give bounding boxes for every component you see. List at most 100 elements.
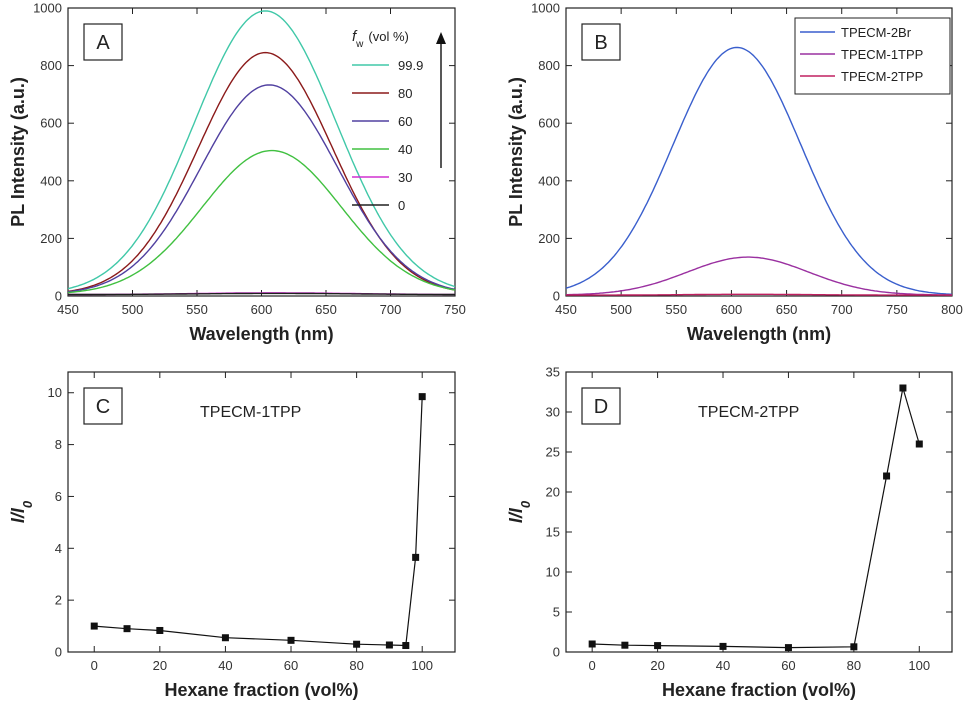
data-point (123, 625, 131, 633)
trend-arrow-head (436, 32, 446, 44)
legend-box (794, 17, 951, 95)
x-tick-label: 80 (349, 658, 363, 673)
legend-label: 0 (398, 198, 405, 213)
data-point (412, 553, 420, 561)
y-tick-label: 600 (538, 116, 560, 131)
sample-annotation: TPECM-2TPP (698, 404, 799, 421)
x-tick-label: 100 (908, 658, 930, 673)
x-tick-label: 40 (716, 658, 730, 673)
data-point (418, 393, 426, 401)
plot-frame (565, 371, 953, 653)
x-tick-label: 20 (650, 658, 664, 673)
y-axis-title: PL Intensity (a.u.) (8, 77, 28, 227)
x-tick-label: 750 (886, 302, 908, 317)
panel-d: 0 20 40 60 80 100 0 5 10 15 20 25 30 35 Hexane fractio… (506, 365, 953, 700)
x-tick-label: 100 (411, 658, 433, 673)
y-tick-label: 1000 (531, 1, 560, 16)
x-axis-title: Wavelength (nm) (687, 324, 831, 344)
x-tick-label: 700 (831, 302, 853, 317)
y-tick-label: 400 (40, 173, 62, 188)
y-axis-title: I/I0 (8, 500, 35, 523)
y-tick-label: 0 (55, 289, 62, 304)
y-tick-label: 200 (538, 231, 560, 246)
data-point (385, 641, 393, 649)
y-tick-label: 15 (546, 525, 560, 540)
data-point (402, 642, 410, 650)
plot-frame (565, 7, 953, 297)
data-point (621, 641, 629, 649)
panel-label: D (594, 396, 608, 418)
x-tick-label: 500 (610, 302, 632, 317)
y-tick-label: 20 (546, 485, 560, 500)
series-line-tpecm-1tpp (566, 256, 952, 296)
series-line-99-9 (67, 10, 456, 290)
series-line-tpecm-2br (565, 46, 953, 295)
legend-label: 30 (398, 170, 412, 185)
data-point (654, 642, 662, 650)
x-axis-title: Hexane fraction (vol%) (662, 680, 856, 700)
x-axis-title: Wavelength (nm) (189, 324, 333, 344)
x-tick-label: 60 (781, 658, 795, 673)
panel-label: B (594, 32, 607, 54)
y-tick-label: 6 (55, 489, 62, 504)
y-tick-label: 30 (546, 405, 560, 420)
data-point (588, 640, 596, 648)
x-tick-label: 0 (589, 658, 596, 673)
y-tick-label: 0 (553, 289, 560, 304)
y-tick-label: 2 (55, 593, 62, 608)
legend-label: 60 (398, 114, 412, 129)
y-tick-label: 1000 (33, 1, 62, 16)
series-line-tpecm-2tpp (566, 293, 952, 296)
y-tick-label: 200 (40, 231, 62, 246)
x-tick-label: 60 (284, 658, 298, 673)
legend-label: 80 (398, 86, 412, 101)
data-point (784, 644, 792, 652)
data-point (221, 634, 229, 642)
x-axis-title: Hexane fraction (vol%) (164, 680, 358, 700)
x-tick-label: 450 (555, 302, 577, 317)
data-point (850, 643, 858, 651)
y-tick-label: 800 (538, 58, 560, 73)
data-point (899, 384, 907, 392)
y-tick-label: 10 (48, 385, 62, 400)
data-point (287, 636, 295, 644)
x-tick-label: 80 (847, 658, 861, 673)
data-point (915, 440, 923, 448)
panel-label-box (83, 23, 123, 61)
x-tick-label: 40 (218, 658, 232, 673)
panel-label-box (581, 387, 621, 425)
data-point (90, 622, 98, 630)
x-tick-label: 500 (122, 302, 144, 317)
y-axis-title: PL Intensity (a.u.) (506, 77, 526, 227)
y-tick-label: 10 (546, 565, 560, 580)
y-tick-label: 0 (553, 645, 560, 660)
data-point (156, 626, 164, 634)
panel-a: 450 500 550 600 650 700 75002004006008001000Wa… (8, 1, 466, 345)
panel-label-box (581, 23, 621, 61)
x-tick-label: 550 (665, 302, 687, 317)
y-tick-label: 25 (546, 445, 560, 460)
x-tick-label: 750 (444, 302, 466, 317)
legend-label: 99.9 (398, 58, 423, 73)
y-tick-label: 600 (40, 116, 62, 131)
legend-label: TPECM-2Br (841, 25, 912, 40)
data-point (883, 472, 891, 480)
data-point (719, 642, 727, 650)
legend-label: TPECM-1TPP (841, 47, 923, 62)
data-line (592, 387, 920, 649)
panel-b: 450 500 550 600 650 700 750 800 0 200 400 600 800 100… (506, 1, 963, 345)
y-tick-label: 400 (538, 173, 560, 188)
sample-annotation: TPECM-1TPP (200, 404, 301, 421)
plot-frame (67, 371, 456, 653)
data-line (94, 396, 423, 647)
legend-label: 40 (398, 142, 412, 157)
y-tick-label: 0 (55, 645, 62, 660)
y-axis-title: I/I0 (506, 500, 533, 523)
x-tick-label: 700 (380, 302, 402, 317)
panel-c: 0 20 40 60 80 100 0 2 4 6 8 10 Hexane fraction (vol%… (8, 371, 456, 700)
x-tick-label: 800 (941, 302, 963, 317)
panel-label: C (96, 396, 110, 418)
legend-title: fw (vol %) (352, 28, 409, 50)
y-tick-label: 800 (40, 58, 62, 73)
